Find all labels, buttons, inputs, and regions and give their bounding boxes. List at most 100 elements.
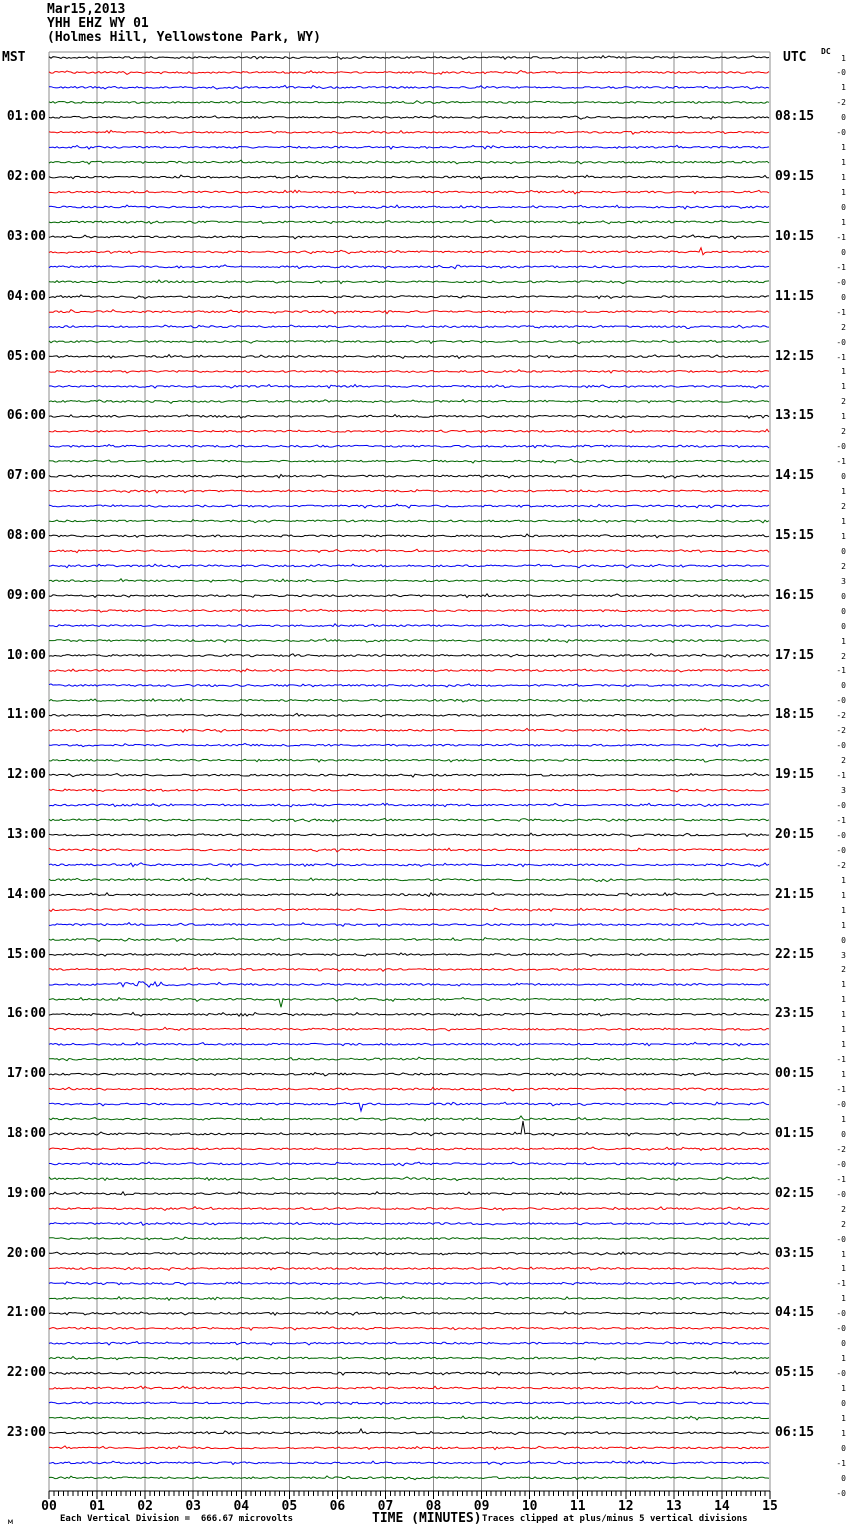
station-location: (Holmes Hill, Yellowstone Park, WY) bbox=[47, 30, 321, 45]
seismo-trace bbox=[48, 802, 770, 808]
seismo-trace bbox=[48, 174, 769, 180]
seismo-trace bbox=[49, 638, 770, 644]
seismo-trace bbox=[48, 1415, 770, 1421]
dc-offset-value: -0 bbox=[836, 845, 846, 855]
seismo-trace bbox=[48, 69, 770, 75]
mst-time-label: 05:00 bbox=[6, 348, 46, 364]
mst-time-label: 03:00 bbox=[6, 228, 46, 244]
mst-time-label: 09:00 bbox=[6, 587, 46, 603]
seismo-trace bbox=[48, 473, 770, 479]
seismo-trace bbox=[48, 772, 770, 778]
dc-offset-value: -0 bbox=[836, 1324, 846, 1334]
utc-time-label: 19:15 bbox=[775, 767, 815, 783]
x-tick-label: 07 bbox=[377, 1499, 394, 1514]
mst-time-label: 14:00 bbox=[6, 886, 46, 902]
dc-offset-value: -0 bbox=[836, 442, 846, 452]
station-id: YHH EHZ WY 01 bbox=[47, 16, 149, 31]
seismo-trace bbox=[48, 578, 770, 583]
seismo-trace bbox=[48, 1266, 770, 1272]
seismo-trace bbox=[48, 518, 770, 524]
mst-time-label: 07:00 bbox=[6, 468, 46, 484]
dc-offset-value: 0 bbox=[841, 113, 846, 123]
dc-offset-value: 1 bbox=[841, 516, 846, 526]
dc-offset-value: 1 bbox=[841, 1114, 846, 1124]
seismo-trace bbox=[48, 1401, 770, 1406]
mst-time-label: 16:00 bbox=[6, 1006, 46, 1022]
dc-offset-value: -1 bbox=[836, 262, 846, 272]
clipping-note: Traces clipped at plus/minus 5 vertical … bbox=[482, 1514, 748, 1524]
seismo-trace bbox=[48, 907, 770, 913]
dc-offset-value: 0 bbox=[841, 1339, 846, 1349]
seismo-trace bbox=[48, 1460, 770, 1466]
x-tick-label: 09 bbox=[473, 1499, 490, 1514]
x-axis-title: TIME (MINUTES) bbox=[372, 1511, 482, 1526]
seismo-trace bbox=[48, 398, 770, 404]
seismo-trace bbox=[48, 1115, 770, 1122]
dc-offset-value: -1 bbox=[836, 457, 846, 467]
seismo-trace bbox=[48, 309, 770, 315]
dc-offset-value: 1 bbox=[841, 173, 846, 183]
dc-offset-value: 1 bbox=[841, 143, 846, 153]
dc-offset-value: 2 bbox=[841, 1204, 846, 1214]
dc-offset-value: -0 bbox=[836, 741, 846, 751]
seismo-trace bbox=[48, 279, 770, 285]
seismo-trace bbox=[48, 980, 770, 989]
seismo-trace bbox=[48, 608, 770, 613]
seismo-trace bbox=[48, 246, 770, 256]
utc-time-label: 04:15 bbox=[775, 1305, 815, 1321]
dc-offset-value: -0 bbox=[836, 128, 846, 138]
dc-offset-value: -1 bbox=[836, 1279, 846, 1289]
x-axis-ticks bbox=[48, 1490, 771, 1499]
mst-time-label: 19:00 bbox=[6, 1185, 46, 1201]
seismo-trace bbox=[48, 219, 769, 225]
dc-offset-value: -0 bbox=[836, 68, 846, 78]
seismo-trace bbox=[48, 936, 770, 943]
dc-offset-value: 0 bbox=[841, 546, 846, 556]
dc-offset-value: 3 bbox=[841, 786, 846, 796]
seismo-trace bbox=[48, 100, 770, 105]
dc-offset-value: 2 bbox=[841, 322, 846, 332]
mst-time-label: 01:00 bbox=[6, 109, 46, 125]
dc-offset-value: 1 bbox=[841, 367, 846, 377]
dc-offset-value: 2 bbox=[841, 561, 846, 571]
seismo-trace bbox=[48, 1146, 770, 1152]
dc-offset-value: 1 bbox=[841, 1384, 846, 1394]
dc-offset-value: 1 bbox=[841, 531, 846, 541]
utc-time-label: 06:15 bbox=[775, 1424, 815, 1440]
dc-offset-value: -0 bbox=[836, 1100, 846, 1109]
utc-time-label: 17:15 bbox=[775, 647, 815, 663]
corner-glyph: м bbox=[8, 1517, 13, 1526]
x-tick-label: 08 bbox=[425, 1499, 442, 1514]
dc-offset-value: 0 bbox=[841, 247, 846, 257]
seismo-trace bbox=[48, 1475, 770, 1481]
seismo-trace bbox=[48, 1120, 770, 1137]
dc-offset-value: -2 bbox=[836, 98, 846, 108]
seismo-trace bbox=[48, 877, 770, 883]
seismo-trace bbox=[49, 1206, 770, 1212]
dc-offset-value: 1 bbox=[841, 890, 846, 900]
mst-time-label: 21:00 bbox=[6, 1305, 46, 1321]
seismo-trace bbox=[48, 369, 770, 374]
seismo-trace bbox=[48, 428, 770, 434]
mst-time-label: 13:00 bbox=[6, 826, 46, 842]
utc-time-label: 23:15 bbox=[775, 1006, 815, 1022]
x-tick-label: 05 bbox=[281, 1499, 298, 1514]
dc-offset-value: 2 bbox=[841, 965, 846, 975]
mst-time-label: 11:00 bbox=[6, 707, 46, 723]
seismo-trace bbox=[48, 234, 770, 240]
seismo-trace bbox=[48, 1355, 770, 1361]
dc-offset-value: 1 bbox=[841, 980, 846, 990]
mst-time-label: 23:00 bbox=[6, 1424, 46, 1440]
x-tick-label: 13 bbox=[666, 1499, 682, 1514]
seismo-trace bbox=[48, 1340, 770, 1346]
utc-time-label: 11:15 bbox=[775, 288, 815, 304]
seismo-trace bbox=[48, 443, 770, 449]
dc-offset-value: 0 bbox=[841, 606, 846, 616]
seismo-trace bbox=[48, 383, 770, 389]
seismo-trace bbox=[48, 996, 770, 1008]
x-tick-label: 03 bbox=[185, 1499, 202, 1514]
seismo-trace bbox=[48, 1310, 770, 1317]
dc-offset-value: 0 bbox=[841, 1473, 846, 1483]
